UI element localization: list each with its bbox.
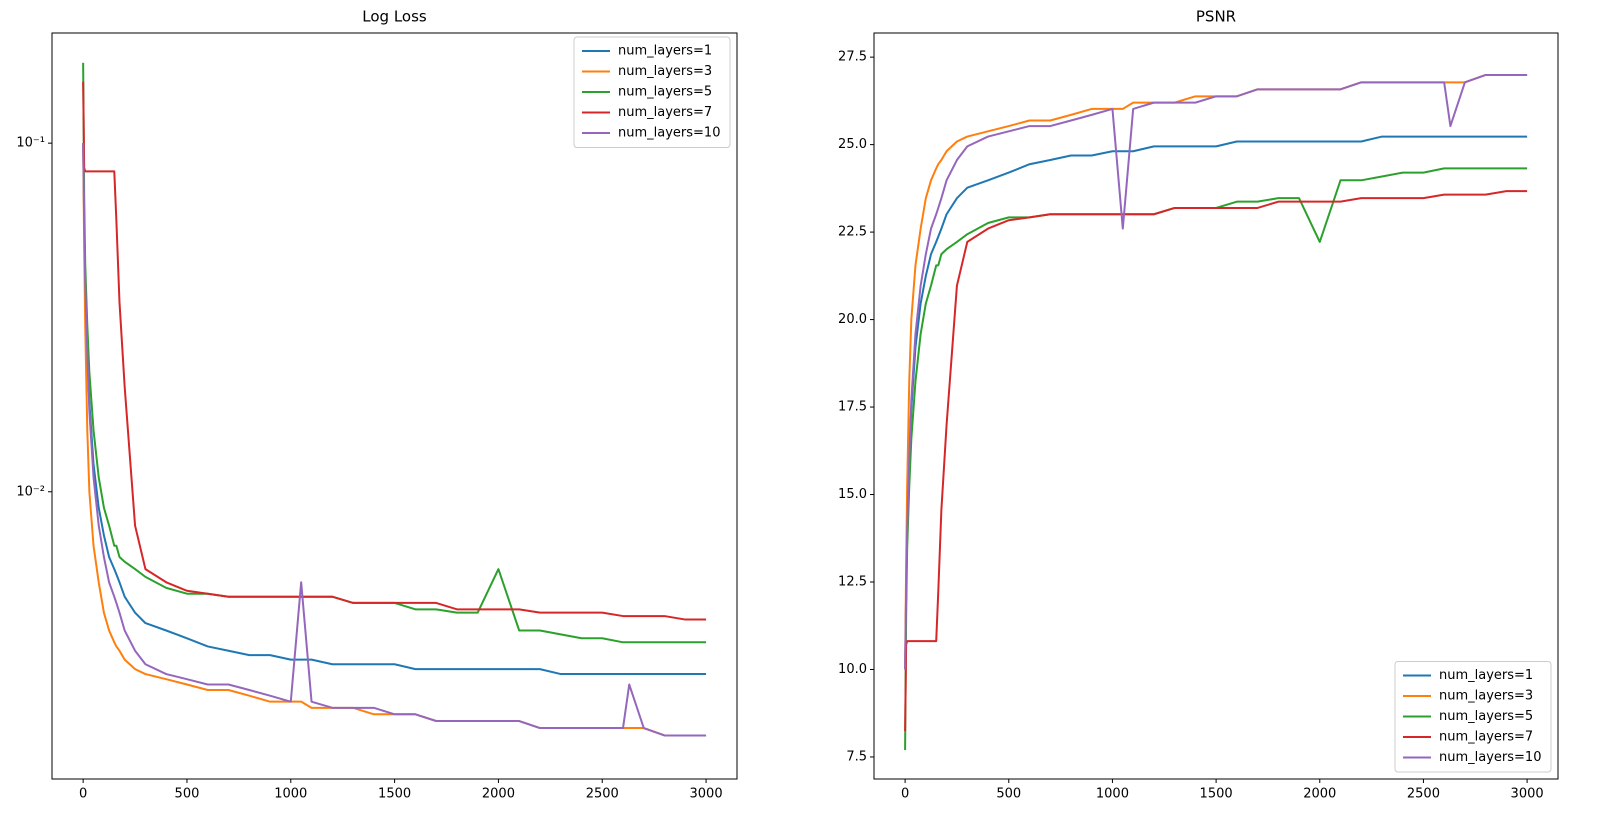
series-line	[82, 81, 707, 621]
series-line	[904, 135, 1528, 670]
legend-label: num_layers=7	[1439, 730, 1533, 745]
x-tick-label: 500	[175, 787, 200, 802]
y-tick-label: 10.0	[838, 662, 867, 677]
x-tick-label: 1000	[1096, 787, 1129, 802]
x-tick-label: 1500	[378, 787, 411, 802]
x-tick-label: 500	[996, 787, 1021, 802]
legend-label: num_layers=5	[618, 85, 712, 100]
legend-label: num_layers=7	[618, 105, 712, 120]
legend-label: num_layers=10	[1439, 750, 1541, 765]
legend-label: num_layers=1	[618, 44, 712, 59]
series-line	[904, 190, 1528, 732]
x-tick-label: 2500	[586, 787, 619, 802]
legend-label: num_layers=3	[1439, 689, 1533, 704]
series-line	[82, 143, 707, 676]
y-tick-label: 12.5	[838, 575, 867, 590]
legend-label: num_layers=10	[618, 126, 720, 141]
y-tick-label: 10⁻¹	[16, 136, 45, 151]
y-tick-label: 10⁻²	[16, 484, 45, 499]
y-tick-label: 7.5	[846, 749, 867, 764]
chart-title: PSNR	[1196, 8, 1236, 26]
y-tick-label: 22.5	[838, 225, 867, 240]
legend-label: num_layers=5	[1439, 709, 1533, 724]
legend-frame	[573, 36, 731, 148]
x-tick-label: 3000	[690, 787, 723, 802]
x-tick-label: 0	[79, 787, 87, 802]
x-tick-label: 2000	[482, 787, 515, 802]
y-tick-label: 27.5	[838, 50, 867, 65]
x-tick-label: 3000	[1511, 787, 1544, 802]
y-tick-label: 25.0	[838, 137, 867, 152]
series-line	[904, 73, 1528, 670]
y-tick-label: 17.5	[838, 400, 867, 415]
y-tick-label: 20.0	[838, 312, 867, 327]
legend-frame	[1394, 661, 1552, 773]
legend-label: num_layers=3	[618, 64, 712, 79]
x-tick-label: 1500	[1200, 787, 1233, 802]
series-line	[82, 143, 707, 737]
x-tick-label: 2500	[1407, 787, 1440, 802]
x-tick-label: 2000	[1303, 787, 1336, 802]
chart-title: Log Loss	[362, 8, 427, 26]
x-tick-label: 1000	[274, 787, 307, 802]
x-tick-label: 0	[901, 787, 909, 802]
legend-label: num_layers=1	[1439, 668, 1533, 683]
y-tick-label: 15.0	[838, 487, 867, 502]
